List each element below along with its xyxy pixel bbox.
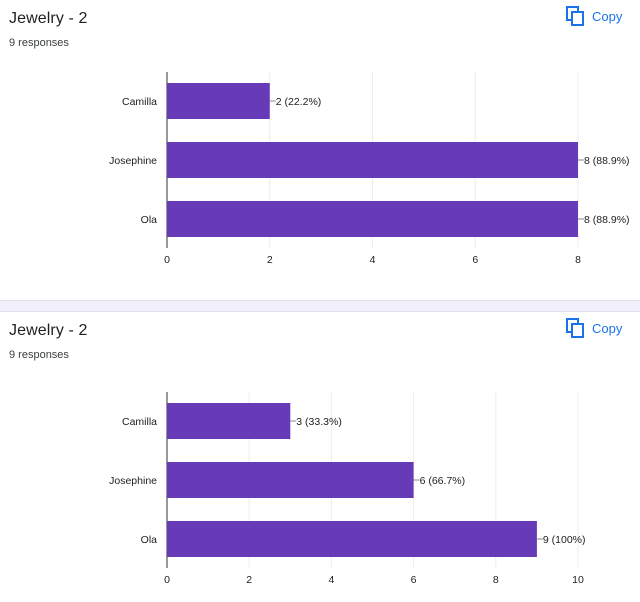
chart-card-1: Jewelry - 2 9 responses Copy Camilla 2 (2… [0, 0, 640, 300]
bar [167, 201, 578, 237]
bar [167, 521, 537, 557]
card-divider [0, 300, 640, 312]
bar [167, 462, 414, 498]
x-tick-label: 0 [164, 574, 170, 586]
x-tick-label: 2 [267, 254, 273, 266]
x-tick-label: 8 [575, 254, 581, 266]
copy-chart-button[interactable]: Copy [566, 6, 622, 26]
response-count: 9 responses [9, 37, 69, 49]
category-label: Josephine [109, 475, 157, 487]
copy-icon [566, 318, 584, 338]
category-label: Camilla [122, 96, 157, 108]
copy-chart-button[interactable]: Copy [566, 318, 622, 338]
x-tick-label: 6 [411, 574, 417, 586]
copy-icon [566, 6, 584, 26]
x-tick-label: 4 [328, 574, 334, 586]
chart-card-2: Jewelry - 2 9 responses Copy Camilla 3 (3… [0, 312, 640, 602]
copy-label: Copy [592, 8, 623, 24]
x-tick-label: 2 [246, 574, 252, 586]
x-tick-label: 6 [472, 254, 478, 266]
x-tick-label: 0 [164, 254, 170, 266]
category-label: Ola [141, 214, 158, 226]
category-label: Josephine [109, 155, 157, 167]
copy-label: Copy [592, 320, 623, 336]
chart-title: Jewelry - 2 [9, 322, 88, 339]
data-label: 8 (88.9%) [584, 214, 630, 226]
data-label: 8 (88.9%) [584, 155, 630, 167]
response-count: 9 responses [9, 349, 69, 361]
x-tick-label: 4 [370, 254, 376, 266]
bar [167, 142, 578, 178]
category-label: Camilla [122, 416, 157, 428]
x-tick-label: 8 [493, 574, 499, 586]
bar [167, 403, 291, 439]
data-label: 2 (22.2%) [276, 96, 322, 108]
data-label: 3 (33.3%) [296, 416, 342, 428]
chart-title: Jewelry - 2 [9, 10, 88, 27]
bar-chart: Camilla 3 (33.3%) Josephine 6 (66.7%) Ola 9 (… [109, 392, 586, 586]
data-label: 9 (100%) [543, 534, 586, 546]
bar [167, 83, 270, 119]
bar-chart: Camilla 2 (22.2%) Josephine 8 (88.9%) Ola 8 (… [109, 72, 630, 266]
x-tick-label: 10 [572, 574, 584, 586]
category-label: Ola [141, 534, 158, 546]
data-label: 6 (66.7%) [420, 475, 466, 487]
